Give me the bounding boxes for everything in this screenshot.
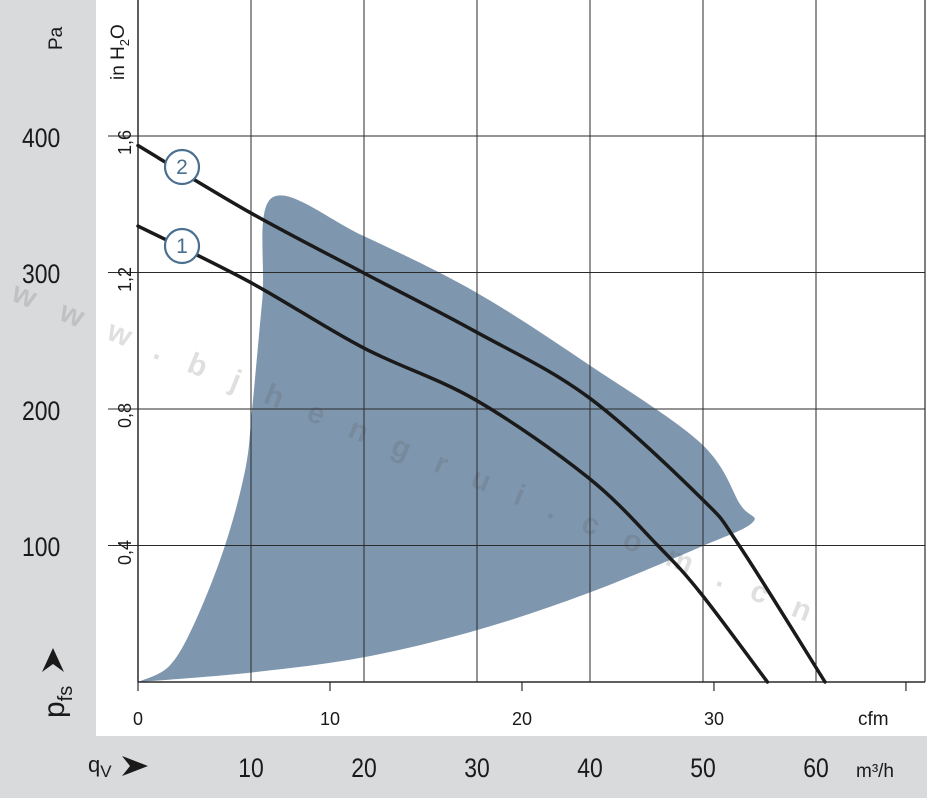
pfs-arrow-icon (42, 648, 64, 672)
pa-tick-200: 200 (22, 396, 60, 426)
m3h-tick-30: 30 (464, 753, 490, 783)
m3h-tick-40: 40 (577, 753, 603, 783)
m3h-tick-20: 20 (351, 753, 377, 783)
m3h-unit-label: m³/h (856, 761, 894, 782)
cfm-tick-0: 0 (133, 709, 143, 729)
curve-2 (136, 143, 827, 684)
pa-tick-300: 300 (22, 259, 60, 289)
operating-region (138, 195, 755, 683)
curve-1 (136, 224, 770, 684)
curve-marker-2-circle (163, 148, 201, 186)
inh2o-tick-0-4: 0,4 (115, 540, 135, 565)
curve-marker-1-circle (163, 227, 201, 265)
m3h-tick-60: 60 (803, 753, 829, 783)
m3h-tick-10: 10 (238, 753, 264, 783)
inh2o-tick-0-8: 0,8 (115, 403, 135, 428)
m3h-tick-50: 50 (690, 753, 716, 783)
qv-axis-label: qV (88, 752, 112, 781)
pfs-axis-label: pfs (38, 686, 77, 718)
cfm-unit-label: cfm (858, 709, 889, 730)
qv-arrow-icon (122, 756, 148, 776)
inh2o-tick-1-6: 1,6 (115, 130, 135, 155)
cfm-tick-20: 20 (512, 709, 532, 729)
pa-tick-400: 400 (22, 123, 60, 153)
pa-unit-label: Pa (46, 26, 67, 50)
pa-tick-100: 100 (22, 532, 60, 562)
curve-marker-1-label: 1 (176, 235, 188, 258)
curve-marker-2-label: 2 (176, 156, 188, 179)
inh2o-unit-label: in H2O (108, 24, 132, 80)
cfm-tick-30: 30 (704, 709, 724, 729)
inh2o-tick-1-2: 1,2 (115, 267, 135, 292)
cfm-tick-10: 10 (320, 709, 340, 729)
